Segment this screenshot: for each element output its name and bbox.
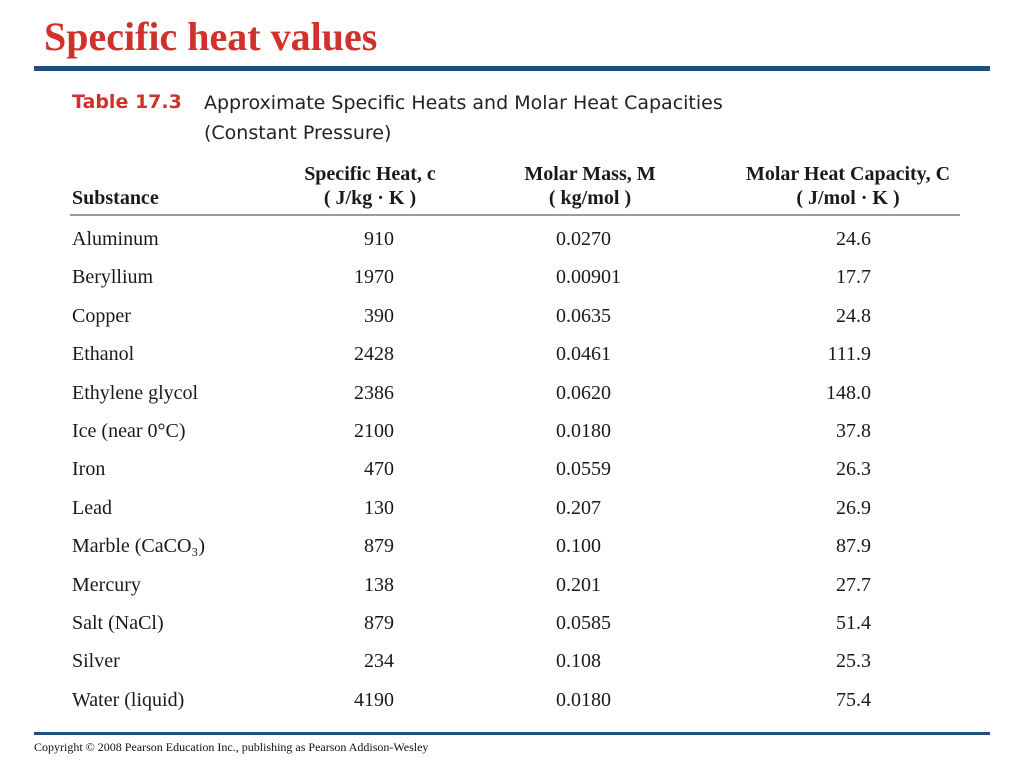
cell-molar-mass: 0.0559 xyxy=(556,458,611,481)
cell-substance: Marble (CaCO₃) xyxy=(72,535,206,558)
cell-substance: Salt (NaCl) xyxy=(72,611,164,634)
table-row: Iron 470 0.0559 26.3 xyxy=(0,450,1024,488)
cell-molar-heat: 111.9 xyxy=(827,343,871,366)
cell-substance: Copper xyxy=(72,304,131,327)
cell-specific-heat: 130 xyxy=(364,496,394,519)
cell-substance: Ice (near 0°C) xyxy=(72,419,186,442)
cell-molar-heat: 87.9 xyxy=(836,535,871,558)
cell-specific-heat: 2100 xyxy=(354,419,394,442)
cell-molar-heat: 148.0 xyxy=(826,381,871,404)
cell-molar-mass: 0.0635 xyxy=(556,304,611,327)
cell-specific-heat: 138 xyxy=(364,573,394,596)
slide-title: Specific heat values xyxy=(44,14,378,59)
cell-molar-heat: 24.8 xyxy=(836,304,871,327)
copyright-footer: Copyright © 2008 Pearson Education Inc.,… xyxy=(34,740,429,754)
header-molar-heat-unit: ( J/mol · K ) xyxy=(796,187,900,209)
table-row: Ice (near 0°C) 2100 0.0180 37.8 xyxy=(0,412,1024,450)
header-divider xyxy=(70,214,960,216)
footer-divider xyxy=(34,732,990,735)
cell-substance: Mercury xyxy=(72,573,141,596)
cell-molar-mass: 0.0461 xyxy=(556,343,611,366)
table-row: Copper 390 0.0635 24.8 xyxy=(0,297,1024,335)
cell-specific-heat: 879 xyxy=(364,535,394,558)
cell-molar-heat: 24.6 xyxy=(836,228,871,250)
cell-substance: Water (liquid) xyxy=(72,688,185,711)
table-row: Salt (NaCl) 879 0.0585 51.4 xyxy=(0,604,1024,642)
cell-specific-heat: 910 xyxy=(364,228,394,250)
header-molar-mass-unit: ( kg/mol ) xyxy=(548,187,632,209)
cell-molar-mass: 0.207 xyxy=(556,496,601,519)
cell-molar-heat: 37.8 xyxy=(836,419,871,442)
cell-molar-heat: 75.4 xyxy=(836,688,871,711)
cell-substance: Silver xyxy=(72,650,120,673)
cell-substance: Ethylene glycol xyxy=(72,381,199,404)
table-row: Water (liquid) 4190 0.0180 75.4 xyxy=(0,681,1024,719)
cell-specific-heat: 2428 xyxy=(354,343,394,366)
table-row: Silver 234 0.108 25.3 xyxy=(0,642,1024,680)
header-specific-heat-label: Specific Heat, c xyxy=(304,163,436,185)
header-molar-mass: Molar Mass, M ( kg/mol ) xyxy=(500,162,680,210)
table-body: Aluminum 910 0.0270 24.6 Beryllium 1970 … xyxy=(0,220,1024,719)
cell-specific-heat: 2386 xyxy=(354,381,394,404)
cell-specific-heat: 4190 xyxy=(354,688,394,711)
table-row: Beryllium 1970 0.00901 17.7 xyxy=(0,258,1024,296)
table-row: Lead 130 0.207 26.9 xyxy=(0,489,1024,527)
table-row: Ethylene glycol 2386 0.0620 148.0 xyxy=(0,374,1024,412)
cell-substance: Beryllium xyxy=(72,266,154,289)
cell-substance: Aluminum xyxy=(72,228,159,250)
cell-molar-mass: 0.201 xyxy=(556,573,601,596)
cell-molar-mass: 0.0180 xyxy=(556,688,611,711)
cell-molar-heat: 51.4 xyxy=(836,611,871,634)
table-row: Mercury 138 0.201 27.7 xyxy=(0,566,1024,604)
cell-molar-mass: 0.108 xyxy=(556,650,601,673)
table-row: Ethanol 2428 0.0461 111.9 xyxy=(0,335,1024,373)
cell-molar-mass: 0.0585 xyxy=(556,611,611,634)
cell-specific-heat: 879 xyxy=(364,611,394,634)
cell-molar-mass: 0.00901 xyxy=(556,266,621,289)
header-substance: Substance xyxy=(72,187,159,209)
cell-molar-heat: 27.7 xyxy=(836,573,871,596)
table-row: Aluminum 910 0.0270 24.6 xyxy=(0,220,1024,258)
cell-molar-heat: 17.7 xyxy=(836,266,871,289)
header-molar-heat-capacity: Molar Heat Capacity, C ( J/mol · K ) xyxy=(718,162,978,210)
cell-substance: Iron xyxy=(72,458,106,481)
header-molar-mass-label: Molar Mass, M xyxy=(524,163,656,185)
cell-specific-heat: 390 xyxy=(364,304,394,327)
table-caption-text: Approximate Specific Heats and Molar Hea… xyxy=(204,92,723,144)
cell-molar-mass: 0.0620 xyxy=(556,381,611,404)
title-divider xyxy=(34,66,990,71)
table-number: Table 17.3 xyxy=(72,91,182,113)
header-molar-heat-label: Molar Heat Capacity, C xyxy=(745,163,951,185)
cell-specific-heat: 234 xyxy=(364,650,394,673)
cell-molar-mass: 0.100 xyxy=(556,535,601,558)
cell-molar-mass: 0.0270 xyxy=(556,228,611,250)
cell-molar-heat: 25.3 xyxy=(836,650,871,673)
cell-molar-mass: 0.0180 xyxy=(556,419,611,442)
cell-specific-heat: 470 xyxy=(364,458,394,481)
cell-specific-heat: 1970 xyxy=(354,266,394,289)
table-row: Marble (CaCO₃) 879 0.100 87.9 xyxy=(0,527,1024,565)
cell-substance: Ethanol xyxy=(72,343,135,366)
header-specific-heat: Specific Heat, c ( J/kg · K ) xyxy=(280,162,460,210)
cell-molar-heat: 26.3 xyxy=(836,458,871,481)
header-specific-heat-unit: ( J/kg · K ) xyxy=(323,187,417,209)
cell-molar-heat: 26.9 xyxy=(836,496,871,519)
cell-substance: Lead xyxy=(72,496,112,519)
